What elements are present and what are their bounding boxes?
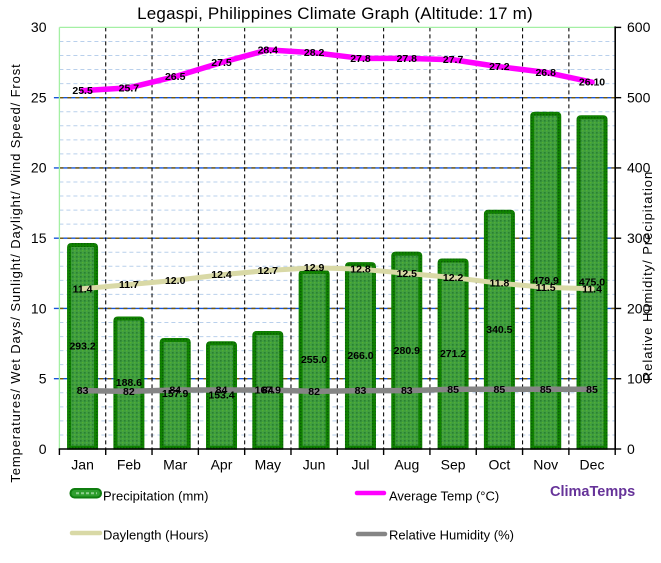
svg-text:Feb: Feb	[117, 457, 141, 473]
svg-text:Apr: Apr	[211, 457, 233, 473]
svg-text:271.2: 271.2	[440, 348, 466, 360]
svg-text:Average Temp (°C): Average Temp (°C)	[389, 489, 499, 504]
svg-text:20: 20	[31, 160, 47, 176]
svg-text:157.9: 157.9	[162, 388, 188, 400]
svg-text:500: 500	[627, 90, 651, 106]
svg-text:600: 600	[627, 19, 651, 35]
svg-text:84: 84	[262, 385, 274, 397]
svg-text:0: 0	[627, 441, 635, 457]
svg-text:85: 85	[447, 384, 459, 396]
svg-text:12.2: 12.2	[443, 272, 464, 284]
svg-text:12.4: 12.4	[211, 269, 232, 281]
svg-text:167.9: 167.9	[255, 385, 281, 397]
svg-text:25.5: 25.5	[72, 85, 93, 97]
svg-text:11.5: 11.5	[536, 282, 556, 294]
svg-text:280.9: 280.9	[394, 345, 420, 357]
svg-text:28.2: 28.2	[304, 47, 325, 59]
svg-text:27.5: 27.5	[211, 57, 232, 69]
svg-text:27.2: 27.2	[489, 61, 510, 73]
svg-text:11.4: 11.4	[582, 283, 602, 295]
svg-text:ClimaTemps: ClimaTemps	[550, 484, 635, 500]
svg-text:400: 400	[627, 160, 651, 176]
svg-text:85: 85	[494, 384, 506, 396]
svg-text:12.9: 12.9	[304, 262, 325, 274]
svg-text:84: 84	[169, 385, 181, 397]
svg-text:May: May	[255, 457, 281, 473]
svg-text:Legaspi, Philippines Climate G: Legaspi, Philippines Climate Graph (Alti…	[137, 4, 533, 23]
svg-text:300: 300	[627, 230, 651, 246]
svg-text:25: 25	[31, 90, 47, 106]
svg-text:27.8: 27.8	[397, 53, 418, 65]
svg-text:340.5: 340.5	[486, 324, 512, 336]
svg-text:100: 100	[627, 371, 651, 387]
svg-text:28.4: 28.4	[258, 44, 279, 56]
svg-text:12.8: 12.8	[350, 264, 371, 276]
svg-text:Sep: Sep	[441, 457, 466, 473]
svg-text:293.2: 293.2	[69, 341, 95, 353]
svg-text:266.0: 266.0	[347, 350, 373, 362]
svg-text:0: 0	[39, 441, 47, 457]
svg-text:27.8: 27.8	[350, 53, 371, 65]
svg-text:Jul: Jul	[352, 457, 370, 473]
svg-text:84: 84	[216, 385, 228, 397]
svg-text:82: 82	[308, 386, 320, 398]
svg-text:85: 85	[540, 384, 552, 396]
svg-text:479.9: 479.9	[533, 275, 559, 287]
svg-text:15: 15	[31, 230, 47, 246]
svg-text:Mar: Mar	[163, 457, 187, 473]
svg-text:12.0: 12.0	[165, 275, 186, 287]
svg-text:Temperatures/ Wet Days/ Sunlig: Temperatures/ Wet Days/ Sunlight/ Daylig…	[8, 63, 23, 482]
svg-text:Aug: Aug	[394, 457, 419, 473]
svg-text:Relative Humidity/ Precipitati: Relative Humidity/ Precipitation	[640, 171, 655, 381]
svg-text:475.0: 475.0	[579, 277, 605, 289]
svg-text:10: 10	[31, 300, 47, 316]
svg-text:26.10: 26.10	[579, 77, 605, 89]
svg-text:27.7: 27.7	[443, 54, 464, 66]
svg-text:188.6: 188.6	[116, 377, 142, 389]
svg-text:Relative Humidity (%): Relative Humidity (%)	[389, 528, 514, 543]
svg-text:Jun: Jun	[303, 457, 326, 473]
svg-text:5: 5	[39, 371, 47, 387]
svg-text:11.8: 11.8	[489, 278, 509, 290]
svg-text:11.7: 11.7	[119, 279, 139, 291]
svg-text:153.4: 153.4	[208, 390, 234, 402]
svg-text:12.5: 12.5	[397, 268, 418, 280]
svg-text:26.5: 26.5	[165, 71, 186, 83]
svg-text:Jan: Jan	[71, 457, 94, 473]
svg-text:Nov: Nov	[533, 457, 558, 473]
svg-text:25.7: 25.7	[119, 82, 140, 94]
svg-text:30: 30	[31, 19, 47, 35]
svg-text:83: 83	[77, 385, 89, 397]
svg-text:85: 85	[586, 384, 598, 396]
svg-text:Precipitation (mm): Precipitation (mm)	[103, 489, 208, 504]
svg-text:11.4: 11.4	[73, 283, 93, 295]
svg-text:83: 83	[355, 385, 367, 397]
svg-text:83: 83	[401, 385, 413, 397]
svg-text:Dec: Dec	[580, 457, 605, 473]
svg-text:82: 82	[123, 386, 135, 398]
svg-text:Daylength (Hours): Daylength (Hours)	[103, 528, 209, 543]
svg-text:26.8: 26.8	[535, 67, 556, 79]
svg-text:12.7: 12.7	[258, 265, 279, 277]
svg-text:200: 200	[627, 300, 651, 316]
svg-text:255.0: 255.0	[301, 354, 327, 366]
svg-text:Oct: Oct	[489, 457, 511, 473]
